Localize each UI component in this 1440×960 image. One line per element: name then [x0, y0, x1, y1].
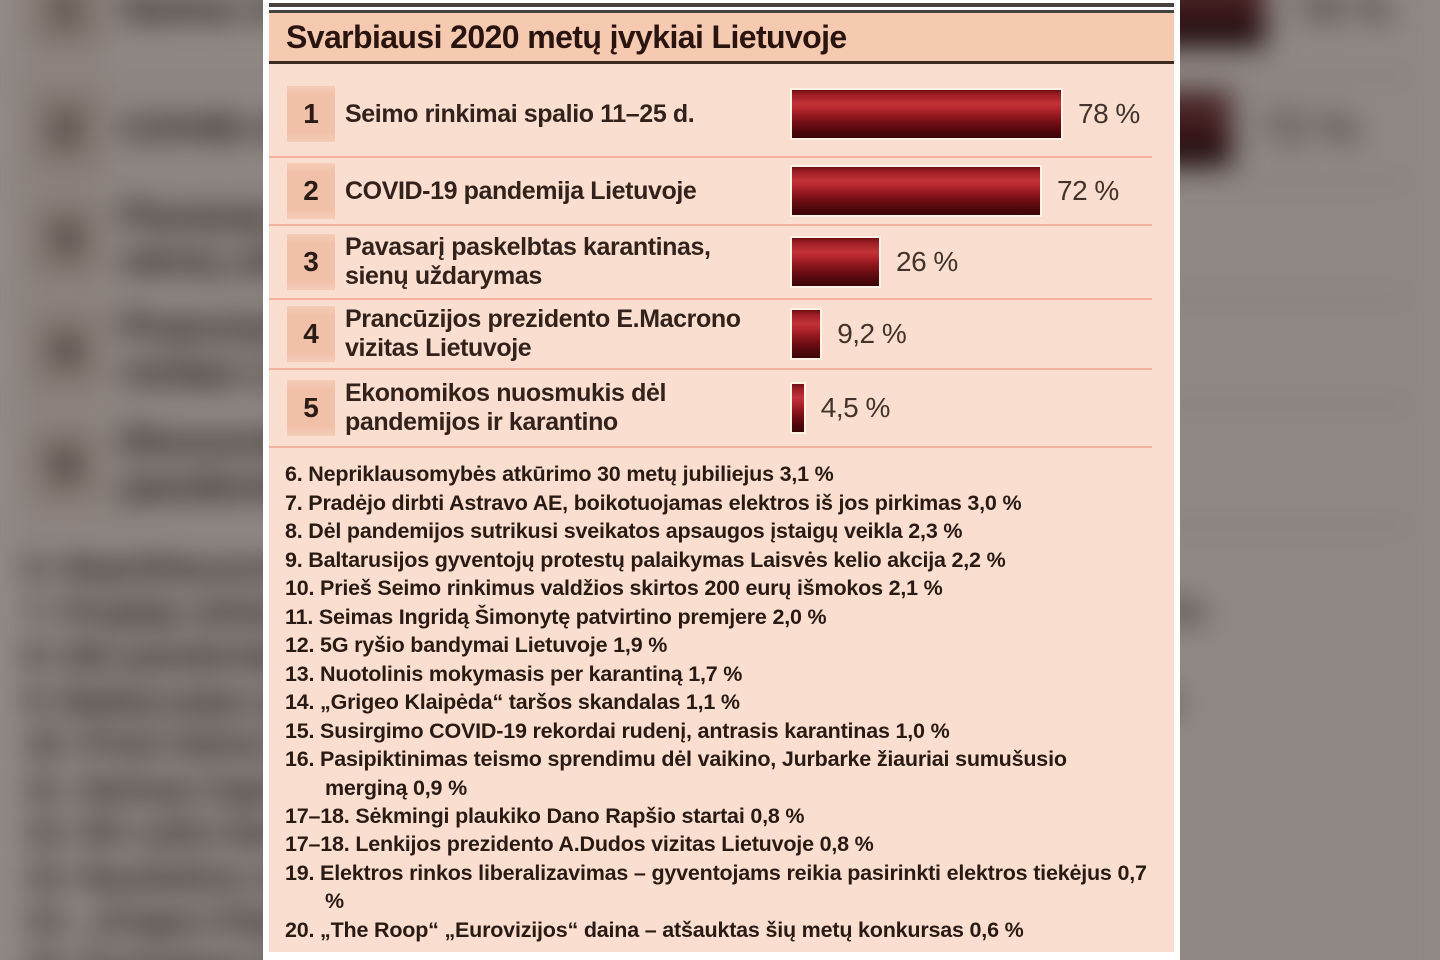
row-separator — [269, 446, 1152, 449]
list-item: 19. Elektros rinkos liberalizavimas – gy… — [285, 860, 1147, 914]
chart-row: 5 Ekonomikos nuosmukis dėl pandemijos ir … — [269, 372, 1174, 444]
rank-badge: 1 — [287, 86, 335, 143]
bar — [790, 236, 881, 289]
bar-track: 26 % — [790, 236, 1162, 289]
bar-label: COVID-19 pandemija Lietuvoje — [345, 176, 697, 205]
list-item: 9. Baltarusijos gyventojų protestų palai… — [285, 547, 1006, 572]
list-item: 17–18. Sėkmingi plaukiko Dano Rapšio sta… — [285, 804, 805, 828]
list-item: 10. Prieš Seimo rinkimus valdžios skirto… — [285, 576, 943, 601]
bottom-white-strip — [269, 952, 1174, 960]
top-rule-2 — [269, 10, 1174, 13]
bar-value-label: 9,2 % — [837, 318, 907, 350]
bar-label: Pavasarį paskelbtas karantinas, sienų už… — [345, 233, 711, 291]
list-item: 14. „Grigeo Klaipėda“ taršos skandalas 1… — [285, 690, 740, 715]
top-white-strip — [269, 0, 1174, 3]
bar-value-label: 4,5 % — [820, 392, 891, 424]
title-band: Svarbiausi 2020 metų įvykiai Lietuvoje — [269, 13, 1174, 65]
list-item: 12. 5G ryšio bandymai Lietuvoje 1,9 % — [285, 633, 668, 658]
row-separator — [269, 368, 1152, 371]
bar — [790, 382, 806, 435]
rank-badge: 4 — [287, 306, 335, 363]
bar-value-label: 26 % — [896, 246, 958, 278]
rank-badge: 2 — [287, 163, 335, 220]
panel-position-wrapper: Svarbiausi 2020 metų įvykiai Lietuvoje 1… — [263, 0, 1180, 960]
bar — [790, 88, 1063, 141]
chart-row: 2 COVID-19 pandemija Lietuvoje 72 % — [269, 160, 1174, 222]
top-rule-1 — [269, 3, 1174, 7]
top5-rows: 1 Seimo rinkimai spalio 11–25 d. 78 % 2 COVI… — [269, 64, 1174, 452]
bar — [790, 165, 1042, 218]
bar-track: 72 % — [790, 165, 1162, 218]
row-separator — [269, 298, 1152, 301]
top-rule-gap — [269, 7, 1174, 10]
bar-track: 9,2 % — [790, 308, 1162, 361]
infographic-panel: Svarbiausi 2020 metų įvykiai Lietuvoje 1… — [263, 0, 1180, 960]
bar-label: Seimo rinkimai spalio 11–25 d. — [345, 99, 695, 128]
list-item: 6. Nepriklausomybės atkūrimo 30 metų jub… — [285, 462, 834, 487]
ranked-list: 6. Nepriklausomybės atkūrimo 30 metų jub… — [269, 452, 1174, 944]
list-item: 13. Nuotolinis mokymasis per karantiną 1… — [285, 661, 743, 686]
list-item: 11. Seimas Ingridą Šimonytę patvirtino p… — [285, 604, 827, 629]
chart-title: Svarbiausi 2020 metų įvykiai Lietuvoje — [286, 19, 847, 55]
chart-row: 3 Pavasarį paskelbtas karantinas, sienų u… — [269, 228, 1174, 296]
bar — [790, 308, 823, 361]
list-item: 17–18. Lenkijos prezidento A.Dudos vizit… — [285, 832, 874, 857]
bar-track: 78 % — [790, 88, 1162, 141]
row-separator — [269, 224, 1152, 227]
bar-label: Ekonomikos nuosmukis dėl pandemijos ir k… — [345, 379, 667, 437]
chart-row: 4 Prancūzijos prezidento E.Macrono vizita… — [269, 302, 1174, 366]
list-item: 16. Pasipiktinimas teismo sprendimu dėl … — [285, 747, 1067, 800]
list-item: 8. Dėl pandemijos sutrikusi sveikatos ap… — [285, 519, 963, 544]
row-separator — [269, 156, 1152, 159]
list-item: 15. Susirgimo COVID-19 rekordai rudenį, … — [285, 718, 950, 743]
bar-track: 4,5 % — [790, 382, 1162, 435]
chart-row: 1 Seimo rinkimai spalio 11–25 d. 78 % — [269, 74, 1174, 154]
bar-label: Prancūzijos prezidento E.Macrono vizitas… — [345, 305, 741, 363]
bar-value-label: 78 % — [1078, 98, 1140, 130]
list-item: 7. Pradėjo dirbti Astravo AE, boikotuoja… — [285, 490, 1022, 515]
bar-value-label: 72 % — [1057, 175, 1119, 207]
list-item: 20. „The Roop“ „Eurovizijos“ daina – atš… — [285, 917, 1024, 942]
rank-badge: 5 — [287, 380, 335, 437]
rank-badge: 3 — [287, 234, 335, 291]
